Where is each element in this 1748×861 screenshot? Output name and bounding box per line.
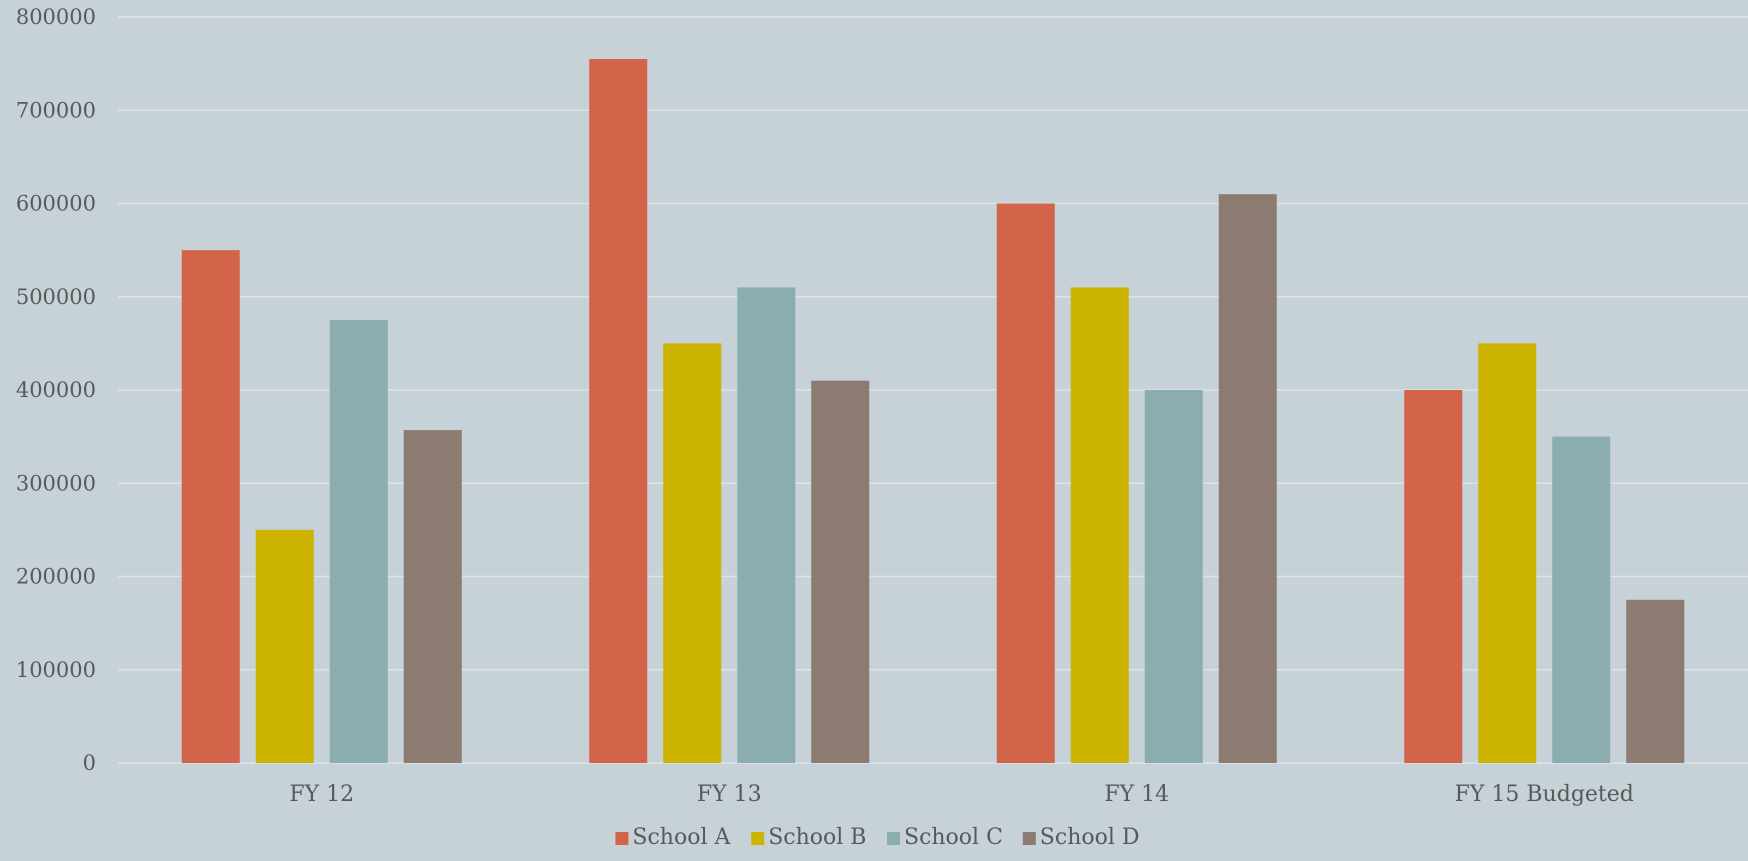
legend-swatch [615,832,629,845]
y-tick-label: 0 [83,751,96,775]
bar-school-b [663,343,722,763]
gridlines [118,16,1748,764]
legend-swatch [887,832,900,845]
bar-school-a [181,250,240,763]
bar-school-d [403,430,462,763]
bar-school-b [255,529,314,763]
legend: School A School B School C School D [615,825,1140,850]
y-tick-label: 700000 [16,98,96,122]
y-tick-label: 100000 [16,658,96,682]
x-category-label: FY 14 [1104,782,1169,807]
bar-school-b [1478,343,1537,763]
y-tick-label: 400000 [16,378,96,402]
bars [181,58,1685,764]
legend-swatch [751,832,765,845]
y-tick-label: 200000 [16,565,96,589]
legend-swatch [1022,832,1036,845]
x-axis-category-labels: FY 12 FY 13 FY 14 FY 15 Budgeted [289,782,1634,807]
bar-school-c [737,287,796,763]
legend-label: School A [632,825,731,850]
legend-label: School B [768,825,866,850]
bar-school-d [1218,194,1277,764]
bar-school-a [589,58,648,763]
y-tick-label: 600000 [16,192,96,216]
x-category-label: FY 12 [289,782,354,807]
legend-label: School D [1040,825,1140,850]
bar-school-c [1552,436,1611,763]
y-tick-label: 300000 [16,471,96,495]
bar-school-d [1626,599,1685,763]
bar-school-c [1144,390,1203,763]
bar-school-b [1070,287,1129,763]
x-category-label: FY 13 [697,782,762,807]
y-axis-tick-labels: 0 100000 200000 300000 400000 500000 600000 700… [16,5,96,775]
y-tick-label: 800000 [16,5,96,29]
bar-school-d [811,380,870,763]
y-tick-label: 500000 [16,285,96,309]
bar-school-a [996,203,1055,763]
x-category-label: FY 15 Budgeted [1455,782,1634,807]
legend-label: School C [904,825,1003,850]
bar-school-a [1404,390,1463,763]
bar-school-c [329,320,388,763]
